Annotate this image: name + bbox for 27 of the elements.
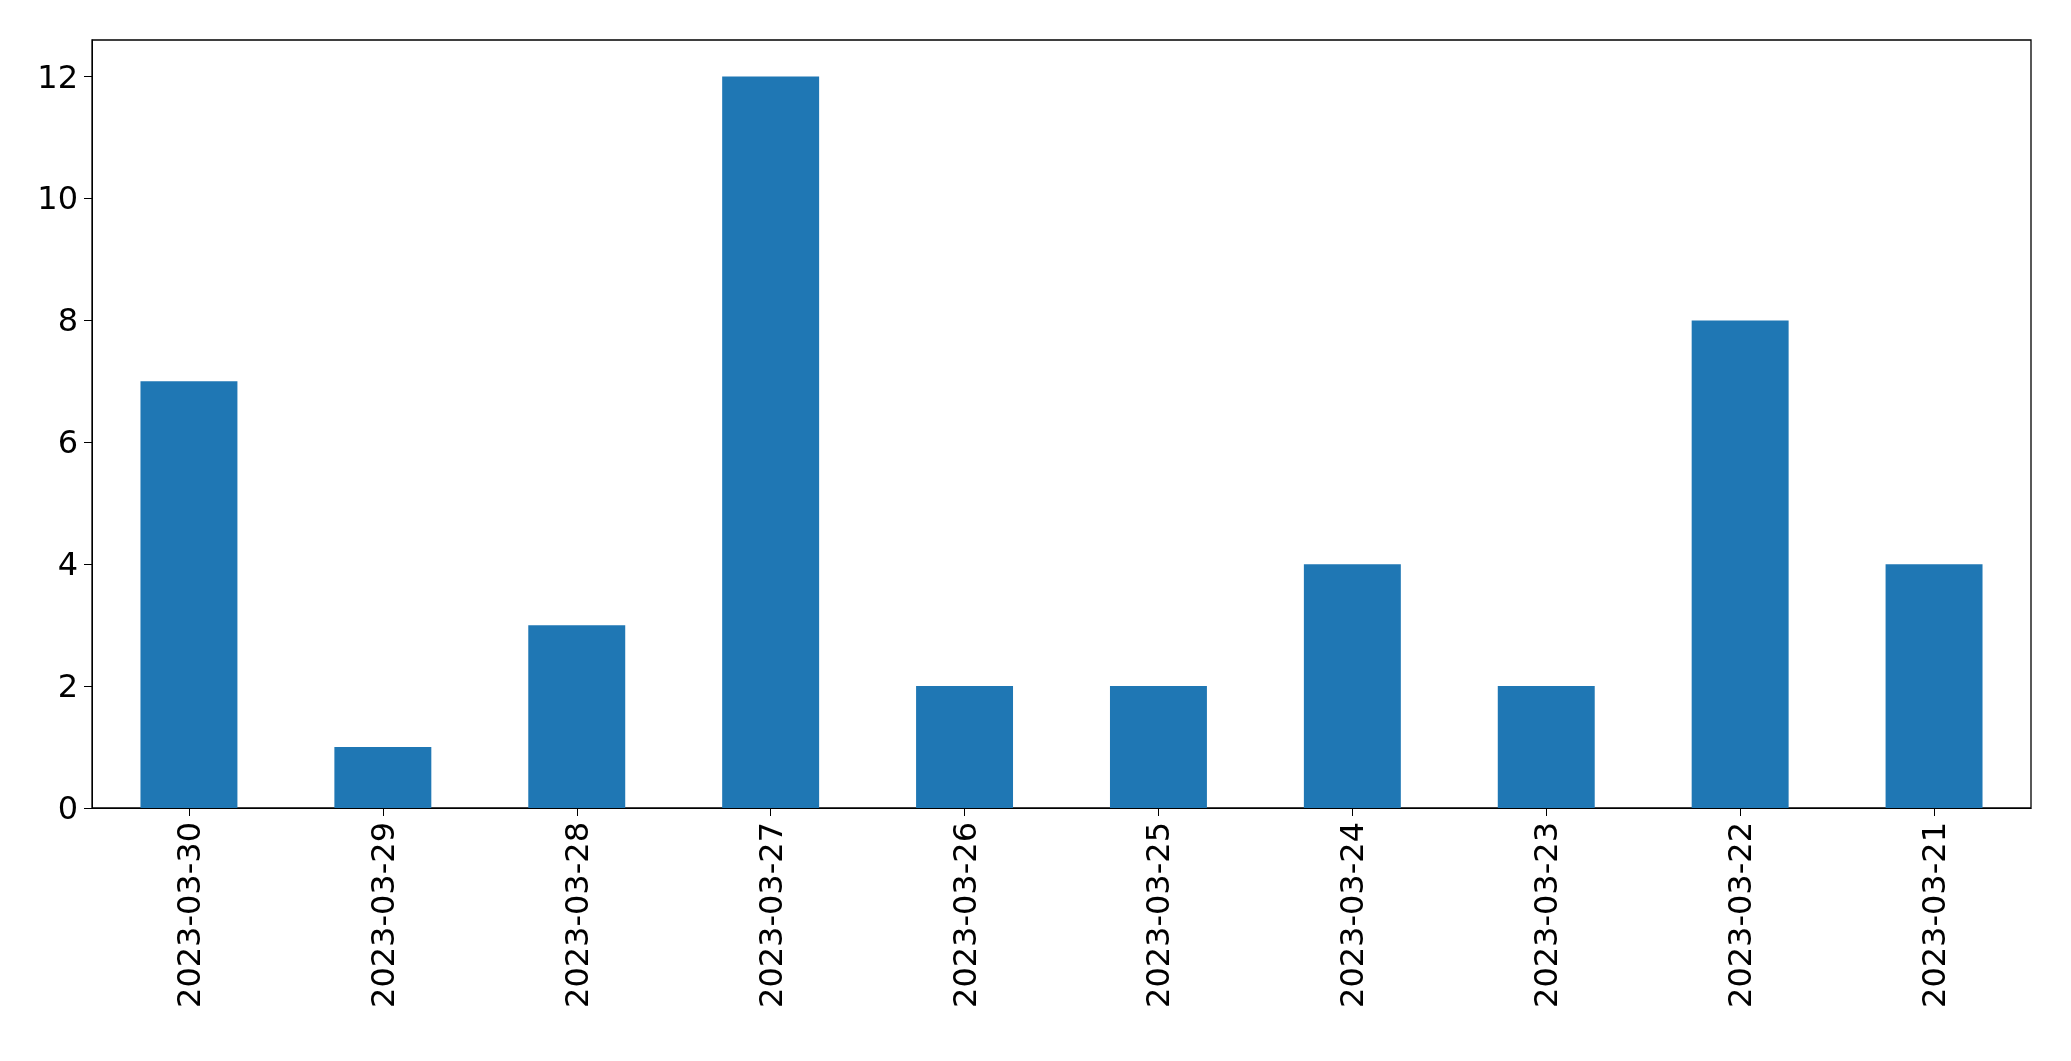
bar — [1691, 320, 1789, 808]
bar — [528, 625, 626, 808]
x-tick-label: 2023-03-27 — [751, 822, 790, 1008]
bar — [1303, 564, 1401, 808]
y-tick-label: 4 — [57, 545, 78, 584]
bar — [1109, 686, 1207, 808]
bar — [1885, 564, 1983, 808]
bar — [1497, 686, 1595, 808]
x-tick-label: 2023-03-29 — [363, 822, 402, 1008]
y-tick-label: 6 — [57, 423, 78, 462]
x-tick-label: 2023-03-22 — [1721, 822, 1760, 1008]
y-tick-label: 0 — [57, 789, 78, 827]
bar — [334, 747, 432, 808]
bar — [140, 381, 238, 808]
y-tick-label: 12 — [37, 57, 78, 96]
x-tick-label: 2023-03-25 — [1139, 822, 1178, 1008]
y-tick-label: 10 — [37, 179, 78, 218]
x-tick-label: 2023-03-30 — [169, 822, 208, 1008]
x-tick-label: 2023-03-28 — [557, 822, 596, 1008]
y-tick-label: 8 — [57, 301, 78, 340]
x-tick-label: 2023-03-24 — [1333, 822, 1372, 1008]
x-tick-label: 2023-03-23 — [1527, 822, 1566, 1008]
x-tick-label: 2023-03-26 — [945, 822, 984, 1008]
bar — [916, 686, 1014, 808]
bar — [722, 76, 820, 808]
x-tick-label: 2023-03-21 — [1915, 822, 1954, 1008]
y-tick-label: 2 — [57, 667, 78, 706]
